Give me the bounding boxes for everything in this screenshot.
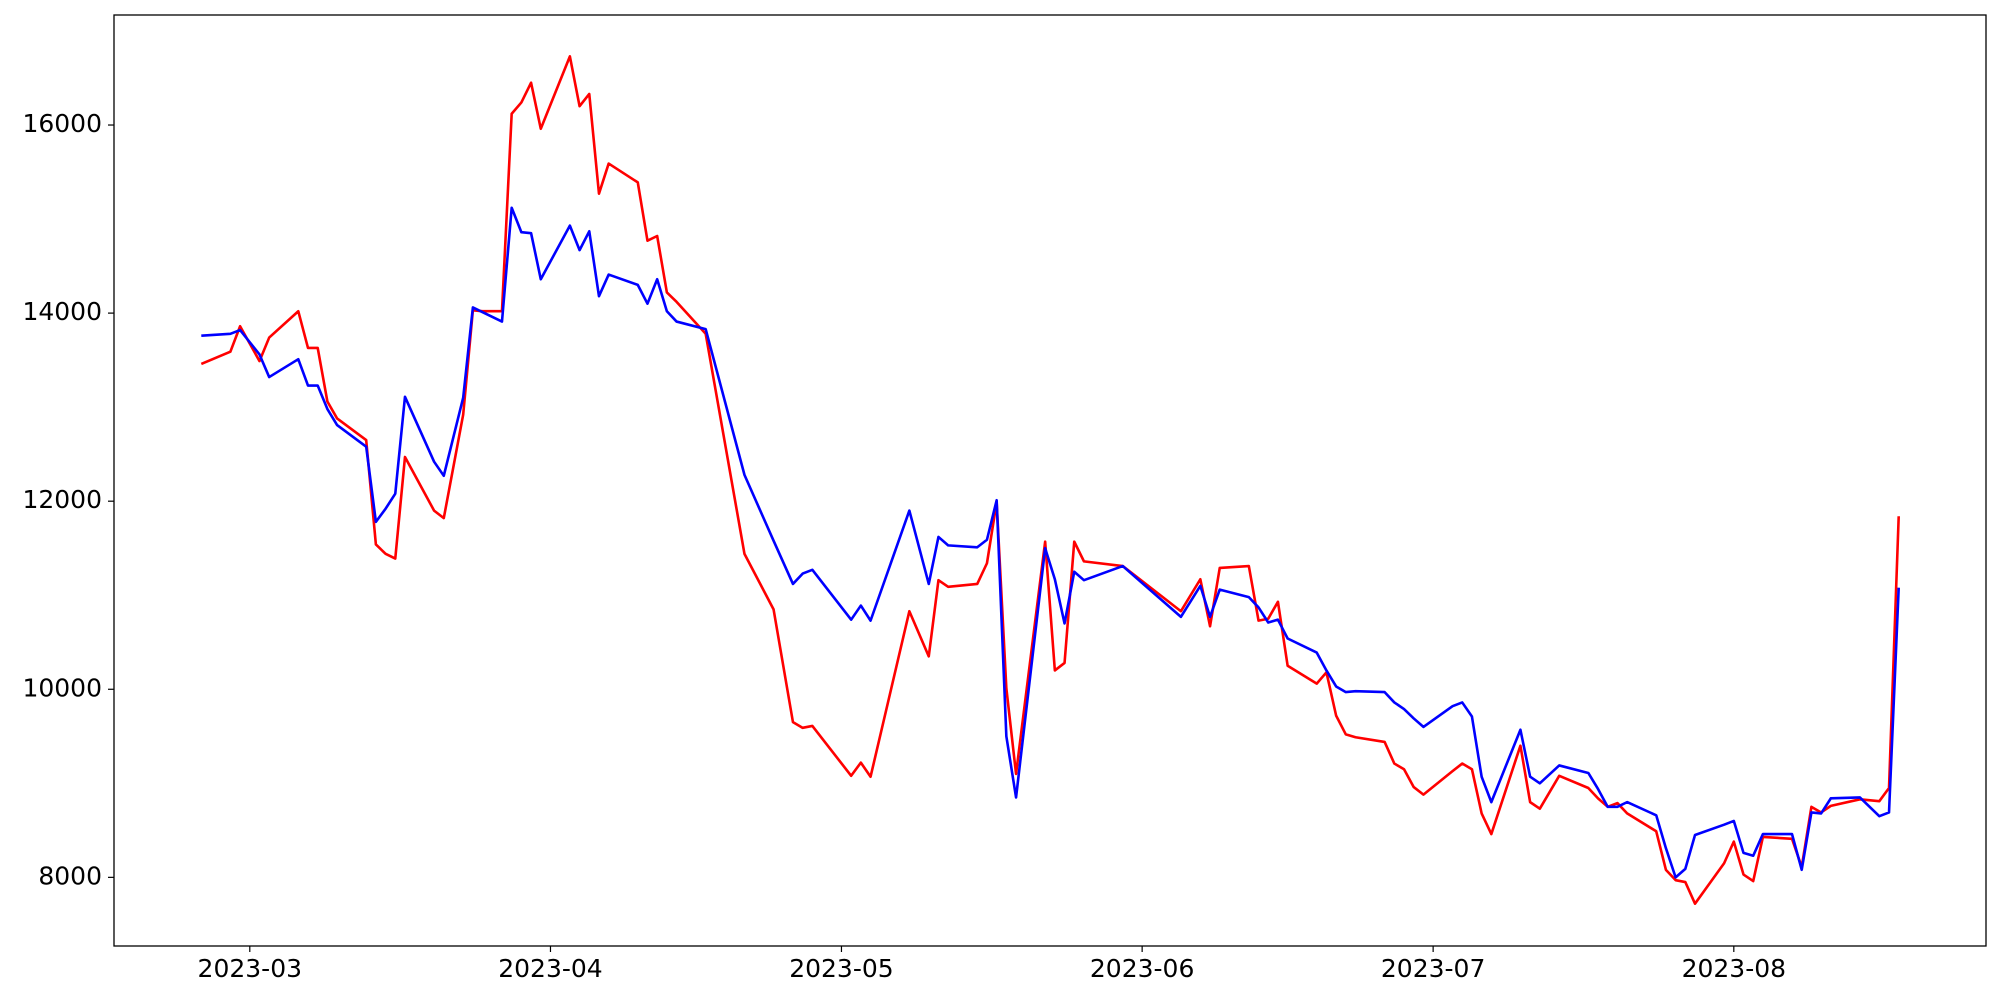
data-line [201, 206, 1900, 879]
x-tick-label: 2023-08 [1682, 954, 1786, 983]
y-tick-label: 14000 [22, 297, 102, 326]
x-tick-label: 2023-05 [789, 954, 893, 983]
y-tick-label: 12000 [22, 485, 102, 514]
y-tick-label: 16000 [22, 109, 102, 138]
x-tick-label: 2023-03 [198, 954, 302, 983]
x-tick-label: 2023-07 [1381, 954, 1485, 983]
data-line [200, 55, 1900, 905]
y-tick-label: 8000 [38, 861, 102, 890]
plot-frame [113, 14, 1987, 947]
y-tick-label: 10000 [22, 673, 102, 702]
x-tick-label: 2023-04 [498, 954, 602, 983]
x-tick-label: 2023-06 [1090, 954, 1194, 983]
